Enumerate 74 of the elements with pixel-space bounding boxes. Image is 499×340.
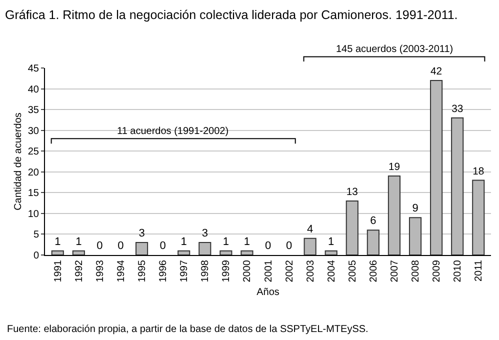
bar [72, 250, 85, 255]
data-label: 33 [452, 104, 464, 116]
bar [220, 250, 232, 255]
x-tick-label: 1998 [200, 260, 212, 282]
x-tick-label: 2011 [474, 260, 485, 282]
x-tick-label: 2008 [410, 260, 422, 282]
data-label: 0 [264, 240, 272, 252]
bar [366, 230, 380, 255]
bar [178, 250, 190, 255]
source-note: Fuente: elaboración propia, a partir de la base de datos de la SSPTyEL-MTEySS. [7, 324, 368, 335]
annotation: 11 acuerdos (1991-2002) [117, 126, 229, 137]
y-tick-label: 25 [28, 146, 40, 158]
data-label: 19 [388, 162, 400, 174]
bar [240, 250, 254, 255]
data-label: 0 [118, 240, 124, 252]
y-tick-label: 10 [28, 208, 40, 220]
data-label: 1 [180, 236, 187, 248]
data-label: 0 [286, 240, 292, 252]
y-tick-label: 30 [28, 126, 40, 137]
x-tick-label: 2010 [452, 260, 464, 282]
x-tick-label: 1995 [137, 260, 148, 282]
data-label: 18 [472, 166, 484, 178]
data-label: 1 [222, 236, 229, 248]
x-tick-label: 2007 [389, 260, 400, 282]
bar [324, 250, 338, 255]
data-label: 0 [96, 240, 103, 252]
x-tick-label: 2002 [284, 260, 296, 282]
x-tick-label: 1991 [52, 260, 64, 282]
x-tick-label: 1994 [116, 260, 127, 282]
x-tick-label: 1997 [179, 260, 190, 282]
data-label: 1 [328, 236, 334, 248]
bar [408, 217, 422, 255]
x-tick-label: 2005 [347, 260, 358, 282]
data-label: 1 [54, 236, 61, 248]
x-tick-label: 1996 [158, 260, 170, 282]
data-label: 1 [76, 236, 82, 248]
y-tick-label: 35 [28, 105, 40, 116]
y-tick-label: 0 [33, 250, 40, 262]
chart-title: Gráfica 1. Ritmo de la negociación colectiva liderada por Camioneros. 1991-2011. [4, 8, 458, 22]
x-tick-label: 2001 [263, 260, 274, 282]
data-label: 13 [346, 187, 358, 198]
bar [304, 238, 316, 255]
bar [135, 242, 148, 255]
x-tick-label: 1999 [221, 260, 232, 282]
y-tick-label: 45 [28, 64, 40, 74]
x-tick-label: 1992 [74, 260, 85, 282]
bar [430, 80, 443, 255]
x-tick-label: 2009 [432, 260, 443, 282]
y-tick-label: 15 [28, 188, 40, 200]
data-label: 1 [244, 236, 250, 248]
x-axis-title: Años [256, 286, 280, 298]
x-tick-label: 2006 [368, 260, 380, 282]
data-label: 3 [202, 228, 208, 240]
y-tick-label: 20 [28, 167, 40, 178]
data-label: 3 [138, 228, 145, 240]
y-tick-label: 40 [28, 84, 40, 96]
text: 145 acuerdos (2003-2011) [336, 44, 454, 55]
data-label: 4 [307, 223, 314, 236]
bar [472, 180, 485, 255]
bar [51, 250, 64, 255]
x-tick-label: 2000 [242, 260, 254, 282]
y-tick-label: 5 [33, 230, 40, 241]
x-tick-label: 1993 [94, 260, 106, 282]
data-label: 9 [412, 202, 418, 215]
x-tick-label: 2004 [326, 260, 338, 282]
data-label: 0 [160, 240, 166, 252]
x-tick-label: 2003 [305, 260, 316, 282]
data-label: 6 [370, 215, 376, 228]
bar [346, 200, 358, 255]
bar [451, 117, 464, 255]
bar [198, 242, 212, 255]
bar [388, 176, 401, 255]
y-axis-title: Cantidad de acuerdos [12, 112, 24, 210]
data-label: 42 [430, 66, 442, 78]
